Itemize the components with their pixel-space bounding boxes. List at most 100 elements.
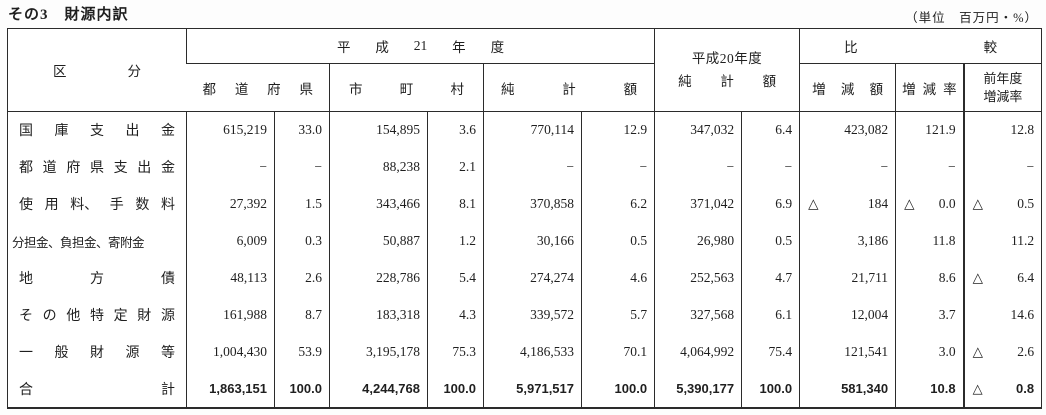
data-cell: 161,988	[186, 296, 275, 334]
row-label-text: 地方債	[19, 272, 175, 287]
unit-note: （単位 百万円・%）	[905, 11, 1038, 25]
col-header-municipalities: 市町村	[329, 63, 484, 112]
data-cell: 8.1	[427, 185, 484, 223]
header-row-1: 区分 平成 21 年度 平成20年度 純計額 比較	[7, 28, 1042, 112]
data-cell: 183,318	[329, 296, 428, 334]
data-cell: 4,186,533	[483, 333, 582, 371]
data-cell: 12.9	[580, 111, 655, 149]
data-cell: 12,004	[799, 296, 896, 334]
data-cell: △ 2.6	[962, 333, 1042, 371]
col-header-prev-year-rate-line1: 前年度	[983, 70, 1023, 86]
row-label-text: その他特定財源	[19, 309, 175, 324]
data-cell: 581,340	[799, 370, 896, 408]
data-cell: △ 0.0	[895, 185, 964, 223]
data-cell: 3.6	[427, 111, 484, 149]
data-cell: 100.0	[580, 370, 655, 408]
row-label: 国庫支出金	[8, 112, 187, 149]
col-header-prefectures-label: 都道府県	[202, 81, 313, 97]
data-cell: 327,568	[654, 296, 742, 334]
col-header-comparison-label: 比較	[844, 40, 998, 55]
data-cell: 1,004,430	[186, 333, 275, 371]
data-cell: 6.4	[741, 111, 800, 149]
negative-value: △ 6.4	[972, 270, 1035, 285]
data-cell: 26,980	[654, 222, 742, 260]
data-cell: 2.6	[274, 259, 330, 297]
row-label: その他特定財源	[8, 297, 187, 334]
data-cell: 88,238	[329, 148, 428, 186]
row-label-text: 分担金、負担金、寄附金	[12, 235, 145, 250]
data-cell: −	[483, 148, 582, 186]
data-cell: 371,042	[654, 185, 742, 223]
data-cell: 3.0	[895, 333, 964, 371]
col-header-fy21-group: 平成 21 年度	[185, 28, 655, 64]
data-cell: △ 0.5	[962, 185, 1042, 223]
table-body: 国庫支出金 615,219 33.0 154,895 3.6 770,114 12.9 347…	[8, 111, 1042, 408]
data-cell: 339,572	[483, 296, 582, 334]
row-label: 都道府県支出金	[8, 149, 187, 186]
data-cell: −	[274, 148, 330, 186]
table-row: 一般財源等 1,004,430 53.9 3,195,178 75.3 4,186,533…	[8, 333, 1042, 371]
table-row: 合計 1,863,151 100.0 4,244,768 100.0 5,971,517 1…	[8, 370, 1042, 408]
col-header-prev-year-rate-line2: 増減率	[983, 88, 1023, 104]
data-cell: 347,032	[654, 111, 742, 149]
row-label: 分担金、負担金、寄附金	[8, 223, 187, 260]
row-label-text: 都道府県支出金	[19, 161, 175, 176]
header-row-2: 都道府県 市町村 純計額 増減額 増減率 前年度 増減率	[8, 63, 1042, 112]
data-cell: 770,114	[483, 111, 582, 149]
table-row: 国庫支出金 615,219 33.0 154,895 3.6 770,114 12.9 347…	[8, 111, 1042, 149]
col-header-municipalities-label: 市町村	[349, 81, 464, 97]
data-cell: 14.6	[962, 296, 1042, 334]
data-cell: 4.3	[427, 296, 484, 334]
col-header-change-rate: 増減率	[895, 63, 964, 112]
table-header: 区分 平成 21 年度 平成20年度 純計額 比較 都道府県 市町村	[7, 28, 1042, 112]
data-cell: 21,711	[799, 259, 896, 297]
negative-value: △ 184	[808, 196, 889, 211]
data-cell: 6,009	[186, 222, 275, 260]
data-cell: 0.3	[274, 222, 330, 260]
data-cell: 343,466	[329, 185, 428, 223]
data-cell: 121.9	[895, 111, 964, 149]
data-cell: 11.8	[895, 222, 964, 260]
data-cell: 30,166	[483, 222, 582, 260]
data-cell: 1.5	[274, 185, 330, 223]
negative-value: △ 0.0	[904, 196, 956, 211]
data-cell: −	[580, 148, 655, 186]
data-cell: 48,113	[186, 259, 275, 297]
table-row: その他特定財源 161,988 8.7 183,318 4.3 339,572 5.7 327…	[8, 296, 1042, 334]
data-cell: 75.3	[427, 333, 484, 371]
data-cell: −	[799, 148, 896, 186]
data-cell: 252,563	[654, 259, 742, 297]
col-header-category: 区分	[7, 28, 187, 112]
negative-value: △ 0.5	[972, 196, 1035, 211]
col-header-fy20-net-total: 平成20年度 純計額	[654, 28, 800, 112]
data-cell: 1,863,151	[186, 370, 275, 408]
data-cell: 75.4	[741, 333, 800, 371]
data-cell: 53.9	[274, 333, 330, 371]
data-cell: 5,971,517	[483, 370, 582, 408]
data-cell: 615,219	[186, 111, 275, 149]
data-cell: 100.0	[274, 370, 330, 408]
row-label-text: 国庫支出金	[19, 124, 175, 140]
col-header-category-label: 区分	[53, 64, 141, 79]
row-label-text: 合計	[19, 382, 175, 398]
data-cell: 5,390,177	[654, 370, 742, 408]
data-cell: 8.7	[274, 296, 330, 334]
data-cell: △ 6.4	[962, 259, 1042, 297]
negative-value: △ 2.6	[972, 344, 1035, 359]
col-header-net-total-label: 純計額	[501, 81, 638, 97]
data-cell: 12.8	[962, 111, 1042, 149]
data-cell: 50,887	[329, 222, 428, 260]
data-cell: 423,082	[799, 111, 896, 149]
data-cell: 4.6	[580, 259, 655, 297]
data-cell: 274,274	[483, 259, 582, 297]
col-header-change-rate-label: 増減率	[902, 81, 957, 97]
data-cell: 1.2	[427, 222, 484, 260]
col-header-change-amount-label: 増減額	[812, 81, 884, 97]
col-header-change-amount: 増減額	[799, 63, 896, 112]
data-cell: 4,244,768	[329, 370, 428, 408]
data-cell: 0.5	[741, 222, 800, 260]
data-cell: 8.6	[895, 259, 964, 297]
data-cell: 10.8	[895, 370, 964, 408]
data-cell: 121,541	[799, 333, 896, 371]
data-cell: 5.7	[580, 296, 655, 334]
